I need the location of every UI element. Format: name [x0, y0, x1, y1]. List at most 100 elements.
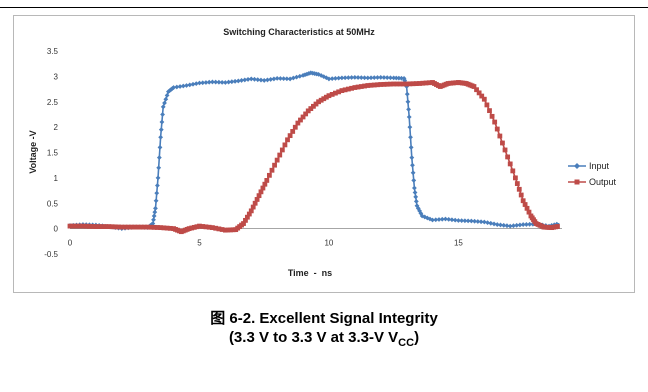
data-point — [479, 93, 485, 99]
x-tick-label: 0 — [68, 239, 73, 248]
data-point — [153, 205, 158, 211]
data-point — [190, 81, 196, 87]
y-tick-label: 2 — [54, 123, 59, 132]
data-point — [239, 78, 244, 83]
data-point — [135, 224, 141, 230]
data-point — [306, 71, 312, 76]
data-point — [230, 227, 236, 233]
data-point — [502, 147, 508, 153]
data-point — [154, 190, 160, 196]
data-point — [158, 134, 164, 140]
data-point — [423, 80, 429, 86]
data-point — [413, 81, 419, 87]
data-point — [497, 133, 503, 139]
data-point — [510, 168, 516, 174]
data-point — [252, 76, 257, 82]
data-point — [326, 93, 332, 99]
data-point — [410, 81, 416, 87]
data-point — [316, 71, 321, 77]
data-point — [106, 224, 112, 229]
data-point — [216, 226, 222, 232]
data-point — [158, 225, 164, 231]
data-point — [219, 79, 225, 85]
data-point — [313, 101, 319, 107]
y-tick-label: 0 — [54, 225, 59, 234]
data-point — [229, 79, 235, 85]
data-point — [90, 224, 96, 229]
data-point — [77, 223, 83, 229]
data-point — [368, 82, 374, 88]
data-point — [222, 80, 228, 85]
x-tick-label: 5 — [197, 239, 202, 248]
data-point — [316, 99, 321, 105]
data-point — [412, 190, 418, 195]
legend-marker — [574, 163, 580, 169]
data-point — [290, 75, 296, 81]
data-point — [401, 76, 407, 81]
data-point — [210, 79, 215, 85]
data-point — [516, 186, 522, 192]
x-tick-label: 10 — [324, 239, 333, 248]
data-point — [132, 224, 138, 230]
data-point — [336, 89, 342, 95]
data-point — [167, 225, 173, 231]
data-point — [439, 216, 445, 222]
data-point — [355, 84, 361, 90]
data-point — [481, 219, 487, 225]
data-point — [308, 106, 314, 112]
data-point — [80, 223, 86, 229]
y-tick-label: 0.5 — [47, 199, 59, 208]
data-point — [345, 75, 351, 81]
data-point — [266, 172, 272, 178]
data-point — [514, 222, 520, 228]
data-point — [411, 178, 417, 183]
data-point — [417, 81, 422, 86]
chart-title: Switching Characteristics at 50MHz — [223, 27, 375, 37]
data-point — [362, 83, 367, 89]
data-point — [443, 216, 448, 222]
data-point — [405, 99, 411, 105]
data-point — [384, 81, 390, 87]
data-point — [157, 145, 163, 150]
data-point — [213, 79, 219, 85]
data-point — [300, 114, 306, 120]
data-point — [303, 111, 309, 117]
series-line — [69, 71, 560, 230]
data-point — [485, 220, 490, 226]
data-point — [142, 224, 147, 230]
data-point — [156, 155, 162, 160]
data-point — [465, 218, 471, 224]
data-point — [311, 103, 316, 109]
data-point — [524, 205, 530, 211]
series-layer — [67, 70, 560, 235]
data-point — [206, 79, 212, 85]
data-point — [152, 209, 158, 215]
data-point — [197, 80, 202, 86]
data-point — [494, 126, 500, 132]
data-point — [256, 193, 262, 199]
legend-item-output: Output — [568, 177, 617, 187]
data-point — [109, 224, 115, 230]
data-point — [252, 200, 258, 206]
data-point — [290, 129, 296, 134]
caption-close: ) — [414, 329, 420, 346]
data-point — [232, 78, 238, 84]
data-point — [262, 181, 268, 187]
data-point — [326, 76, 332, 82]
data-point — [87, 223, 92, 229]
data-point — [129, 224, 134, 230]
data-point — [484, 102, 490, 108]
data-point — [378, 82, 384, 87]
data-point — [295, 120, 301, 126]
data-point — [189, 225, 195, 231]
data-point — [371, 82, 377, 88]
data-point — [478, 219, 484, 225]
data-point — [487, 108, 492, 114]
data-point — [160, 104, 166, 110]
data-point — [336, 75, 342, 81]
y-tick-label: 2.5 — [47, 98, 59, 107]
data-point — [420, 80, 426, 86]
data-point — [187, 82, 193, 88]
data-point — [254, 197, 260, 202]
